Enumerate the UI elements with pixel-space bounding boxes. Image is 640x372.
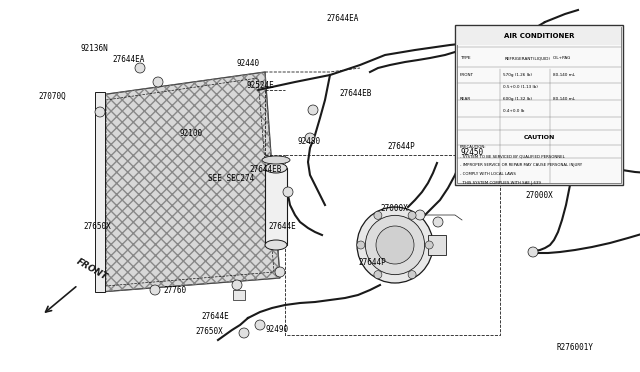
Text: - COMPLY WITH LOCAL LAWS: - COMPLY WITH LOCAL LAWS — [460, 172, 516, 176]
Text: 92450: 92450 — [461, 148, 484, 157]
Circle shape — [575, 140, 585, 150]
Circle shape — [415, 210, 425, 220]
Circle shape — [357, 207, 433, 283]
Circle shape — [308, 105, 318, 115]
Text: 27644EB: 27644EB — [250, 165, 282, 174]
Text: 27070Q: 27070Q — [38, 92, 66, 101]
Text: 600g (1.32 lb): 600g (1.32 lb) — [503, 97, 532, 101]
Circle shape — [433, 217, 443, 227]
Circle shape — [150, 285, 160, 295]
Circle shape — [357, 241, 365, 249]
Text: AIR CONDITIONER: AIR CONDITIONER — [504, 33, 574, 39]
Text: 27644E: 27644E — [269, 222, 296, 231]
Ellipse shape — [265, 240, 287, 250]
Circle shape — [153, 77, 163, 87]
Circle shape — [135, 63, 145, 73]
Text: 27644P: 27644P — [387, 142, 415, 151]
Text: 0.5+0.0 (1.13 lb): 0.5+0.0 (1.13 lb) — [503, 85, 538, 89]
Bar — [457, 27, 621, 45]
Polygon shape — [100, 72, 280, 292]
Text: 0.4+0.0 lb: 0.4+0.0 lb — [503, 109, 524, 113]
Text: 27760: 27760 — [163, 286, 186, 295]
Ellipse shape — [262, 156, 290, 164]
Circle shape — [425, 241, 433, 249]
Circle shape — [374, 211, 382, 219]
Text: 27000X: 27000X — [525, 190, 553, 199]
Circle shape — [232, 280, 242, 290]
Text: REAR: REAR — [460, 97, 471, 101]
Text: 27650X: 27650X — [195, 327, 223, 336]
Circle shape — [95, 107, 105, 117]
Bar — [233, 290, 245, 300]
Bar — [455, 25, 623, 185]
Text: 27644P: 27644P — [358, 258, 386, 267]
Text: 92440: 92440 — [237, 59, 260, 68]
Text: FRONT: FRONT — [460, 73, 474, 77]
Text: REFRIGERANT(LIQUID): REFRIGERANT(LIQUID) — [505, 56, 551, 60]
Circle shape — [374, 270, 382, 279]
Text: - IMPROPER SERVICE OR REPAIR MAY CAUSE PERSONAL INJURY: - IMPROPER SERVICE OR REPAIR MAY CAUSE P… — [460, 163, 582, 167]
Bar — [428, 235, 446, 255]
Text: 92480: 92480 — [298, 137, 321, 146]
Ellipse shape — [265, 163, 287, 173]
Text: 80-140 mL: 80-140 mL — [553, 97, 575, 101]
Text: THIS SYSTEM COMPLIES WITH SAE J-639: THIS SYSTEM COMPLIES WITH SAE J-639 — [460, 181, 541, 185]
Bar — [95, 92, 105, 292]
Text: 27644E: 27644E — [202, 312, 229, 321]
Text: 27644EB: 27644EB — [339, 89, 372, 97]
Bar — [457, 27, 621, 183]
Text: 80-140 mL: 80-140 mL — [553, 73, 575, 77]
Circle shape — [408, 211, 416, 219]
Text: 27650X: 27650X — [83, 222, 111, 231]
Text: 92490: 92490 — [266, 325, 289, 334]
Circle shape — [376, 226, 414, 264]
Circle shape — [275, 267, 285, 277]
Text: 92136N: 92136N — [80, 44, 108, 53]
Circle shape — [365, 215, 425, 275]
Circle shape — [283, 187, 293, 197]
Circle shape — [528, 247, 538, 257]
Text: PRECAUTION:: PRECAUTION: — [460, 145, 486, 149]
Circle shape — [255, 320, 265, 330]
Text: R276001Y: R276001Y — [557, 343, 594, 352]
Bar — [265, 168, 287, 245]
Text: 27000X: 27000X — [381, 204, 408, 213]
Text: CAUTION: CAUTION — [524, 135, 555, 140]
Circle shape — [239, 328, 249, 338]
Text: OIL+PAG: OIL+PAG — [553, 56, 572, 60]
Text: FRONT: FRONT — [75, 257, 109, 282]
Text: 27644EA: 27644EA — [112, 55, 145, 64]
Text: 570g (1.26 lb): 570g (1.26 lb) — [503, 73, 532, 77]
Circle shape — [305, 133, 315, 143]
Text: 27644EA: 27644EA — [326, 14, 359, 23]
Text: 92524E: 92524E — [246, 81, 274, 90]
Text: TYPE: TYPE — [460, 56, 470, 60]
Text: 92100: 92100 — [179, 129, 202, 138]
Circle shape — [408, 270, 416, 279]
Text: - SYSTEM TO BE SERVICED BY QUALIFIED PERSONNEL: - SYSTEM TO BE SERVICED BY QUALIFIED PER… — [460, 154, 564, 158]
Text: SEE SEC274: SEE SEC274 — [208, 174, 254, 183]
